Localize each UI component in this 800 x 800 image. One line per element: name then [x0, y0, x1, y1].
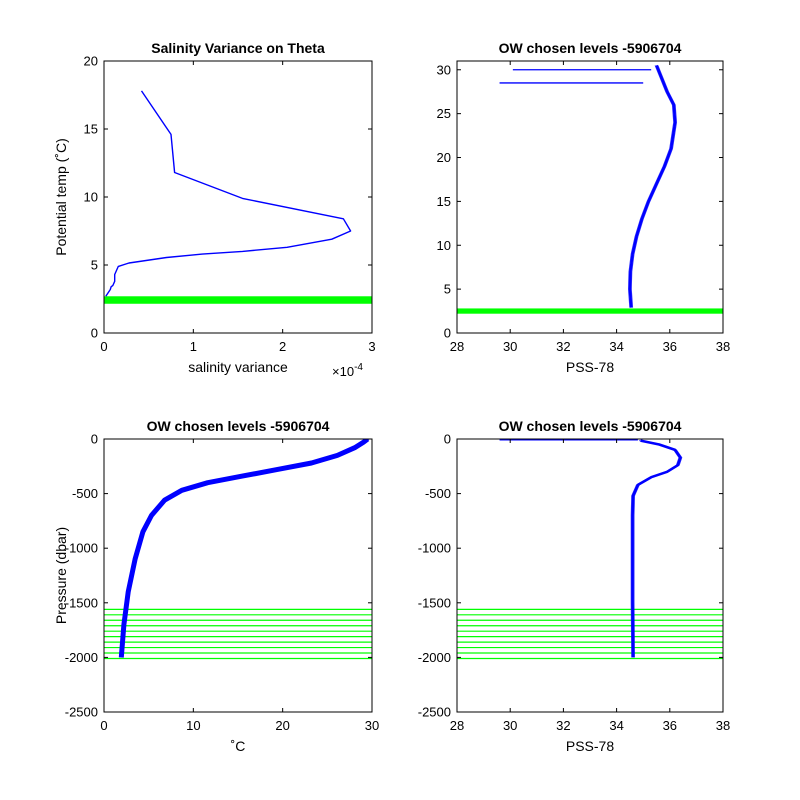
x-exponent-base: ×10 [332, 364, 354, 379]
series-line [628, 64, 677, 308]
plot-area [104, 439, 372, 660]
x-tick-label: 28 [450, 718, 464, 733]
y-tick-label: 20 [84, 54, 98, 69]
x-tick-label: 0 [100, 718, 107, 733]
plot-area [104, 90, 372, 304]
y-tick-label: -2500 [418, 705, 451, 720]
x-tick-label: 36 [663, 339, 677, 354]
y-tick-label: -1000 [65, 541, 98, 556]
y-tick-label: 0 [444, 326, 451, 341]
y-tick-label: -2000 [418, 650, 451, 665]
series-line [118, 439, 370, 658]
x-tick-label: 30 [365, 718, 379, 733]
x-tick-label: 34 [609, 339, 623, 354]
x-axis-label: PSS-78 [566, 738, 614, 754]
x-tick-label: 32 [556, 339, 570, 354]
x-tick-label: 30 [503, 718, 517, 733]
x-tick-label: 28 [450, 339, 464, 354]
x-tick-label: 0 [100, 339, 107, 354]
x-tick-label: 10 [186, 718, 200, 733]
y-tick-label: 0 [444, 432, 451, 447]
y-tick-label: 25 [437, 106, 451, 121]
x-tick-label: 3 [368, 339, 375, 354]
y-tick-label: -1000 [418, 541, 451, 556]
series-strand [627, 65, 675, 308]
series-strand [633, 440, 683, 658]
x-axis-label: salinity variance [188, 359, 288, 375]
y-tick-label: -2500 [65, 705, 98, 720]
chart-title: OW chosen levels -5906704 [147, 418, 330, 434]
y-tick-label: 15 [437, 194, 451, 209]
series-strand [119, 439, 367, 658]
y-tick-label: 20 [437, 150, 451, 165]
series-line [631, 439, 682, 658]
y-tick-label: 10 [437, 238, 451, 253]
subplot-4: 28 30 32 34 36 38 -2500 -2000 -1500 -1000 -500 0 OW … [418, 418, 730, 754]
x-tick-label: 2 [279, 339, 286, 354]
y-tick-label: 10 [84, 190, 98, 205]
y-tick-label: 30 [437, 62, 451, 77]
y-tick-label: -1500 [418, 595, 451, 610]
x-tick-label: 38 [716, 339, 730, 354]
axes-box [456, 438, 724, 713]
series-line [105, 90, 352, 297]
x-exponent-power: -4 [354, 362, 363, 373]
subplot-3: 0 10 20 30 -2500 -2000 -1500 -1000 -500 0 OW chose… [53, 418, 379, 754]
x-tick-label: 30 [503, 339, 517, 354]
y-tick-label: 15 [84, 122, 98, 137]
series-strand [630, 65, 678, 308]
subplot-2: 28 30 32 34 36 38 0 5 10 15 20 25 30 OW chosen levels… [437, 40, 731, 375]
x-tick-label: 38 [716, 718, 730, 733]
chart-title: OW chosen levels -5906704 [499, 40, 682, 56]
chart-title: Salinity Variance on Theta [151, 40, 325, 56]
x-tick-label: 1 [190, 339, 197, 354]
x-axis-label: PSS-78 [566, 359, 614, 375]
x-tick-label: 34 [609, 718, 623, 733]
x-tick-label: 32 [556, 718, 570, 733]
y-axis-label: Potential temp (˚C) [53, 138, 69, 255]
chart-title: OW chosen levels -5906704 [499, 418, 682, 434]
y-tick-label: 5 [444, 282, 451, 297]
x-tick-label: 20 [275, 718, 289, 733]
series-strand [630, 440, 680, 658]
x-exponent-label: ×10-4 [332, 362, 363, 379]
y-tick-label: 0 [91, 432, 98, 447]
level-band [104, 296, 372, 304]
y-tick-label: 0 [91, 326, 98, 341]
y-tick-label: -2000 [65, 650, 98, 665]
plot-area [457, 439, 723, 660]
subplot-1: 0 1 2 3 0 5 10 15 20 Salinity Variance on Theta sa… [53, 40, 376, 379]
axes-box [103, 438, 373, 713]
y-tick-label: 5 [91, 258, 98, 273]
x-tick-label: 36 [663, 718, 677, 733]
y-tick-label: -500 [425, 486, 451, 501]
series-strand [122, 439, 370, 658]
y-tick-label: -1500 [65, 595, 98, 610]
y-axis-label: Pressure (dbar) [53, 527, 69, 624]
x-axis-label: ˚C [231, 738, 246, 754]
plot-area [457, 64, 723, 314]
level-band [457, 308, 723, 314]
axes-box [456, 60, 724, 334]
y-tick-label: -500 [72, 486, 98, 501]
